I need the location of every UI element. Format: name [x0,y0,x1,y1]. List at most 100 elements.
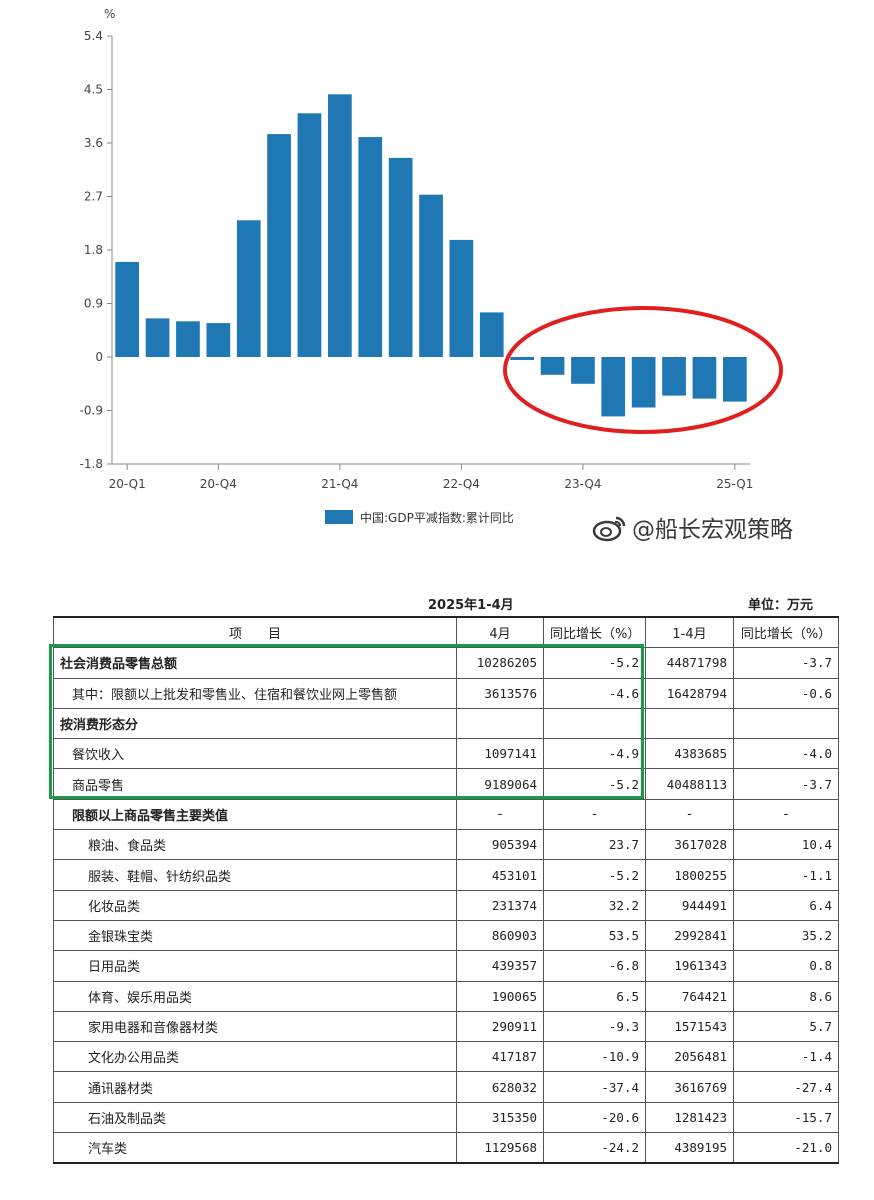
y-unit-label: % [104,7,115,21]
table-row: 社会消费品零售总额 10286205 -5.2 44871798 -3.7 [53,647,839,679]
april-value: 905394 [456,829,544,861]
jan-apr-growth: -4.0 [733,738,839,770]
april-growth: -5.2 [543,859,646,891]
bars [115,94,747,417]
table-row: 服装、鞋帽、针纺织品类 453101 -5.2 1800255 -1.1 [53,859,839,891]
jan-apr-growth: -1.4 [733,1041,839,1073]
jan-apr-growth: 6.4 [733,889,839,921]
row-label: 家用电器和音像器材类 [53,1010,457,1043]
jan-apr-growth: 8.6 [733,980,839,1012]
april-growth: -4.6 [543,677,646,709]
april-value: 231374 [456,889,544,921]
bar-23-Q1 [479,312,504,357]
row-label: 餐饮收入 [53,738,457,770]
bar-22-Q1 [358,137,383,357]
row-label: 汽车类 [53,1132,457,1165]
bar-24-Q2 [631,357,656,408]
x-tick-label: 20-Q1 [109,477,146,491]
jan-apr-value: 1281423 [645,1101,734,1134]
table-row: 餐饮收入 1097141 -4.9 4383685 -4.0 [53,738,839,770]
table-row: 限额以上商品零售主要类值 - - - - [53,798,839,831]
retail-sales-table: 项 目 4月 同比增长（%） 1-4月 同比增长（%） 社会消费品零售总额 102… [53,616,839,1165]
y-axis: 5.4 4.5 3.6 2.7 1.8 0.9 0 -0.9 -1.8 [80,29,113,471]
x-tick-label: 22-Q4 [443,477,480,491]
bar-21-Q2 [267,134,291,357]
table-row: 金银珠宝类 860903 53.5 2992841 35.2 [53,919,839,952]
april-growth: -5.2 [543,647,646,679]
jan-apr-growth: -0.6 [733,677,839,709]
april-growth: -6.8 [543,950,646,982]
bar-23-Q3 [540,357,565,375]
jan-apr-value: 3617028 [645,829,734,861]
april-growth: -20.6 [543,1101,646,1134]
jan-apr-growth: 35.2 [733,919,839,952]
y-tick-label: 3.6 [84,136,103,150]
row-label: 粮油、食品类 [53,829,457,861]
header-jan-apr: 1-4月 [645,616,734,649]
jan-apr-growth: -27.4 [733,1071,839,1103]
table-row: 粮油、食品类 905394 23.7 3617028 10.4 [53,829,839,861]
bar-24-Q3 [662,357,686,396]
bar-20-Q4 [206,323,231,357]
bar-21-Q4 [328,94,352,358]
jan-apr-growth [733,707,839,740]
april-growth: -10.9 [543,1041,646,1073]
header-item: 项 目 [53,616,457,649]
row-label: 服装、鞋帽、针纺织品类 [53,859,457,891]
april-value: 453101 [456,859,544,891]
jan-apr-value: 944491 [645,889,734,921]
row-label: 商品零售 [53,768,457,800]
row-label: 化妆品类 [53,889,457,921]
y-tick-label: -0.9 [80,404,103,418]
jan-apr-growth: -3.7 [733,647,839,679]
row-label: 金银珠宝类 [53,919,457,952]
bar-24-Q4 [692,357,717,399]
bar-22-Q2 [388,157,413,357]
jan-apr-value: 1800255 [645,859,734,891]
jan-apr-value: 1571543 [645,1010,734,1043]
watermark: @船长宏观策略 [592,510,793,548]
header-april: 4月 [456,616,544,649]
weibo-icon [592,514,626,548]
april-growth: -9.3 [543,1010,646,1043]
april-value: 3613576 [456,677,544,709]
bar-23-Q2 [510,357,534,360]
bar-20-Q3 [176,321,200,357]
row-label: 社会消费品零售总额 [53,647,457,679]
jan-apr-value: 40488113 [645,768,734,800]
april-growth [543,707,646,740]
row-label: 日用品类 [53,950,457,982]
table-row: 文化办公用品类 417187 -10.9 2056481 -1.4 [53,1041,839,1073]
jan-apr-growth: -15.7 [733,1101,839,1134]
legend: 中国:GDP平减指数:累计同比 [325,510,514,525]
jan-apr-value: 2992841 [645,919,734,952]
table-row: 按消费形态分 [53,707,839,740]
bar-22-Q4 [449,239,474,357]
bar-21-Q3 [297,113,322,357]
gdp-deflator-bar-chart: % 5.4 4.5 3.6 2.7 1.8 0.9 0 -0.9 -1.8 20-Q1 20-Q4… [80,7,783,525]
legend-swatch [325,510,353,524]
y-tick-label: 0.9 [84,297,103,311]
bar-20-Q1 [115,261,139,357]
row-label: 按消费形态分 [53,707,457,740]
row-label: 限额以上商品零售主要类值 [53,798,457,831]
april-growth: -24.2 [543,1132,646,1165]
april-value: 1097141 [456,738,544,770]
x-tick-label: 21-Q4 [321,477,358,491]
april-growth: 32.2 [543,889,646,921]
x-tick-label: 20-Q4 [200,477,237,491]
table-header-row: 项 目 4月 同比增长（%） 1-4月 同比增长（%） [53,616,839,649]
april-value: 315350 [456,1101,544,1134]
legend-label: 中国:GDP平减指数:累计同比 [360,510,514,525]
jan-apr-growth: 10.4 [733,829,839,861]
table-row: 商品零售 9189064 -5.2 40488113 -3.7 [53,768,839,800]
jan-apr-growth: -1.1 [733,859,839,891]
jan-apr-growth: - [733,798,839,831]
april-value: 417187 [456,1041,544,1073]
jan-apr-growth: 5.7 [733,1010,839,1043]
april-growth: 53.5 [543,919,646,952]
april-value: 628032 [456,1071,544,1103]
bar-20-Q2 [145,318,170,357]
april-growth: -37.4 [543,1071,646,1103]
y-tick-label: 1.8 [84,243,103,257]
